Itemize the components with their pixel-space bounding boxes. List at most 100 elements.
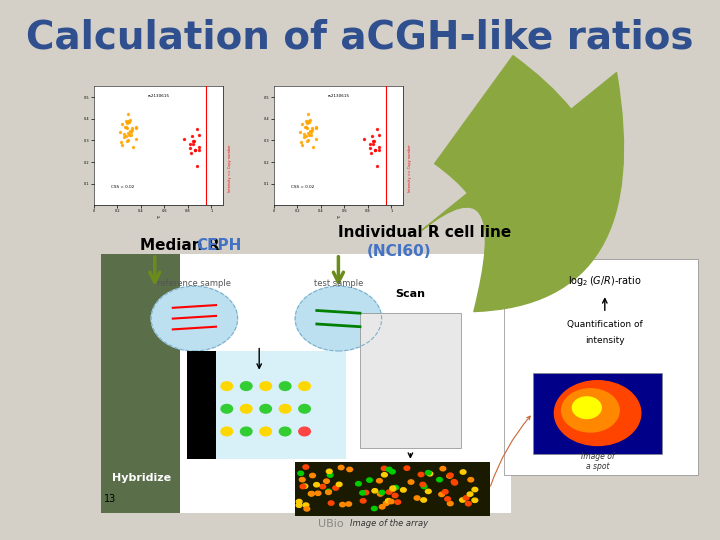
Circle shape xyxy=(363,490,369,495)
Point xyxy=(302,109,314,118)
Point xyxy=(189,146,201,154)
Circle shape xyxy=(440,467,446,471)
Point xyxy=(301,119,312,127)
Circle shape xyxy=(221,427,233,436)
Circle shape xyxy=(388,500,394,504)
Point xyxy=(122,109,134,118)
Point xyxy=(297,140,308,149)
Circle shape xyxy=(260,427,271,436)
Point xyxy=(179,135,190,144)
Point xyxy=(305,116,316,125)
Circle shape xyxy=(299,427,310,436)
Point xyxy=(369,146,381,154)
Text: Image of the array: Image of the array xyxy=(350,519,428,528)
Circle shape xyxy=(572,397,601,418)
Text: Scan: Scan xyxy=(395,289,426,299)
Circle shape xyxy=(386,490,392,494)
Circle shape xyxy=(445,497,451,501)
Circle shape xyxy=(372,507,377,511)
Point xyxy=(130,123,142,131)
Point xyxy=(302,117,313,125)
Circle shape xyxy=(442,490,448,494)
Point xyxy=(310,124,322,132)
Circle shape xyxy=(309,491,315,496)
FancyBboxPatch shape xyxy=(533,373,662,454)
Circle shape xyxy=(296,503,302,508)
Text: CSS = 0.02: CSS = 0.02 xyxy=(292,185,315,189)
Circle shape xyxy=(346,502,351,506)
Circle shape xyxy=(393,485,399,490)
Circle shape xyxy=(303,465,309,469)
Point xyxy=(299,123,310,131)
Circle shape xyxy=(386,467,392,471)
Point xyxy=(297,120,308,129)
Point xyxy=(300,123,312,131)
Circle shape xyxy=(151,286,238,351)
Text: reference sample: reference sample xyxy=(158,279,231,288)
Circle shape xyxy=(295,286,382,351)
Circle shape xyxy=(240,404,252,413)
Circle shape xyxy=(472,488,478,492)
Point xyxy=(130,124,142,132)
Point xyxy=(125,126,136,135)
Circle shape xyxy=(302,484,307,488)
Point xyxy=(115,138,127,147)
Point xyxy=(127,142,138,151)
Point xyxy=(304,131,315,140)
Circle shape xyxy=(414,496,420,500)
Circle shape xyxy=(366,478,372,482)
Point xyxy=(193,143,204,151)
Text: 13: 13 xyxy=(104,495,117,504)
Point xyxy=(366,132,378,140)
Point xyxy=(120,132,132,140)
Point xyxy=(364,139,375,148)
Circle shape xyxy=(463,496,469,500)
Point xyxy=(121,137,132,145)
Point xyxy=(307,142,318,151)
X-axis label: μ: μ xyxy=(337,215,340,219)
Point xyxy=(124,131,135,140)
Circle shape xyxy=(328,501,334,505)
Point xyxy=(117,140,128,149)
Circle shape xyxy=(308,491,314,496)
Point xyxy=(188,137,199,145)
Point xyxy=(188,137,199,145)
Point xyxy=(302,136,314,145)
Circle shape xyxy=(221,382,233,390)
Point xyxy=(295,138,307,147)
Point xyxy=(184,144,196,152)
Circle shape xyxy=(472,498,478,502)
Point xyxy=(114,128,126,137)
Circle shape xyxy=(382,472,387,477)
X-axis label: μ: μ xyxy=(157,215,160,219)
Circle shape xyxy=(298,471,304,476)
Text: Median R: Median R xyxy=(140,238,225,253)
Text: Quantification of: Quantification of xyxy=(567,320,643,328)
Text: intensity: intensity xyxy=(585,336,625,345)
Circle shape xyxy=(279,404,291,413)
Circle shape xyxy=(436,477,442,482)
Point xyxy=(302,118,314,127)
Text: Hybridize: Hybridize xyxy=(112,473,171,483)
Circle shape xyxy=(260,404,271,413)
Circle shape xyxy=(303,503,309,507)
Circle shape xyxy=(451,480,457,484)
Circle shape xyxy=(320,484,325,489)
Text: Calculation of aCGH-like ratios: Calculation of aCGH-like ratios xyxy=(26,19,694,57)
Circle shape xyxy=(452,481,458,485)
Text: UBio: UBio xyxy=(318,519,344,529)
Circle shape xyxy=(382,467,387,471)
Point xyxy=(372,124,383,133)
Point xyxy=(302,129,314,137)
Text: rs2130615: rs2130615 xyxy=(148,93,169,98)
Point xyxy=(373,143,384,151)
Circle shape xyxy=(404,466,410,470)
Point xyxy=(298,132,310,141)
FancyBboxPatch shape xyxy=(187,351,216,459)
Circle shape xyxy=(325,489,331,494)
Point xyxy=(367,139,379,148)
FancyBboxPatch shape xyxy=(101,254,180,513)
Point xyxy=(369,146,381,154)
Circle shape xyxy=(299,382,310,390)
Point xyxy=(359,135,370,144)
